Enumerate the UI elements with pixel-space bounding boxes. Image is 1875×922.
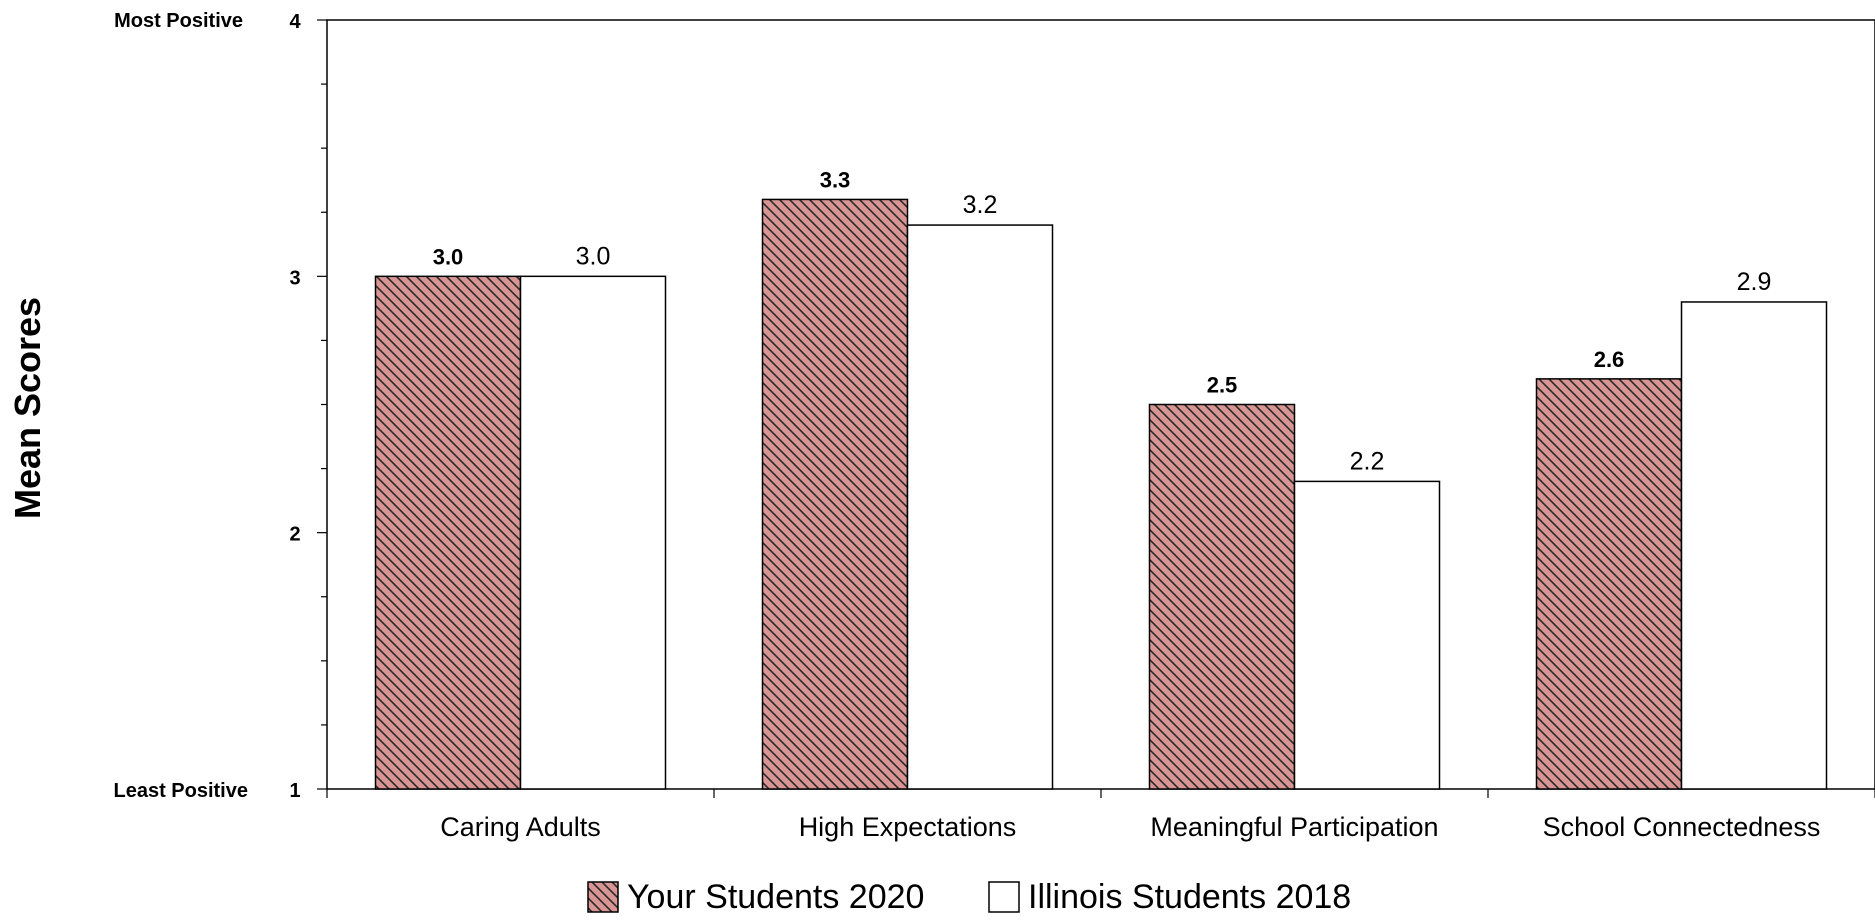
bars: 3.0 3.0 3.3 3.2 2.5 2.2 2.6 2.9 [374, 167, 1828, 790]
bar-your-students [374, 275, 522, 790]
bar-value-label: 3.2 [963, 191, 998, 219]
bar-illinois-students [1680, 301, 1828, 790]
bar-value-label: 2.6 [1594, 347, 1625, 372]
bar-value-label: 2.5 [1207, 373, 1238, 398]
x-category-label: School Connectedness [1543, 812, 1821, 842]
bar-illinois-students [906, 224, 1054, 790]
y-axis: 1 2 3 4 [289, 11, 327, 802]
legend-label-illinois-students: Illinois Students 2018 [1028, 878, 1351, 916]
y-tick-label: 3 [289, 267, 300, 289]
bar-your-students [1148, 403, 1296, 790]
y-tick-label: 2 [289, 524, 300, 546]
y-anchor-bottom-label: Least Positive [113, 780, 248, 802]
legend-label-your-students: Your Students 2020 [627, 878, 924, 916]
y-axis-title: Mean Scores [7, 297, 48, 519]
bar-value-label: 3.0 [576, 242, 611, 270]
y-tick-label: 1 [289, 780, 300, 802]
legend-swatch-illinois-students [988, 881, 1020, 913]
bar-your-students [761, 198, 909, 790]
x-category-label: Meaningful Participation [1150, 812, 1438, 842]
legend: Your Students 2020 Illinois Students 201… [587, 878, 1351, 916]
x-category-label: Caring Adults [440, 812, 601, 842]
bar-your-students [1535, 378, 1683, 790]
bar-value-label: 2.2 [1350, 447, 1385, 475]
y-anchor-top-label: Most Positive [114, 10, 243, 32]
bar-illinois-students [519, 275, 667, 790]
x-category-label: High Expectations [799, 812, 1017, 842]
bar-value-label: 3.0 [433, 244, 464, 269]
bar-value-label: 3.3 [820, 167, 851, 192]
y-tick-label: 4 [289, 11, 301, 33]
bar-illinois-students [1293, 480, 1441, 790]
bar-value-label: 2.9 [1737, 268, 1772, 296]
x-axis: Caring Adults High Expectations Meaningful… [326, 789, 1875, 842]
legend-swatch-your-students [587, 881, 619, 913]
